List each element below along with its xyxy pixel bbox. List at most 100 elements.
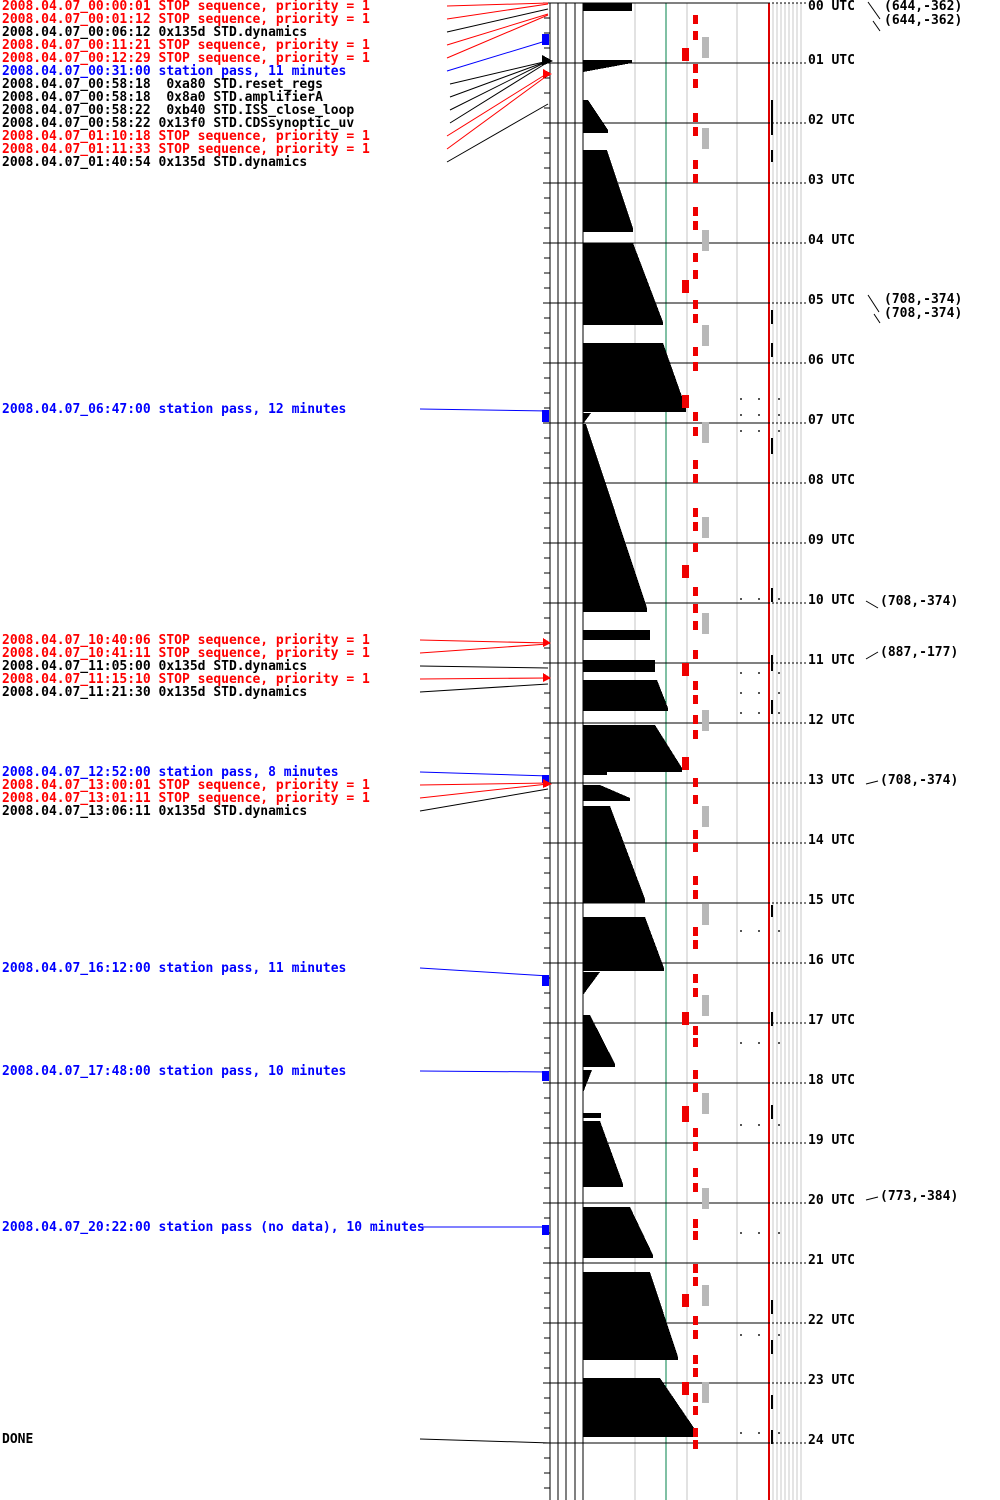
data-volume-shape [583,413,591,424]
event-annotation-pass[interactable]: 2008.04.07_20:22:00 station pass (no dat… [2,1220,425,1235]
right-grid-segment [771,1300,773,1314]
event-annotation-sequence[interactable]: 2008.04.07_00:58:18 0x8a0 STD.amplifierA [2,90,323,105]
grid-dot [740,414,742,416]
leader-line [446,13,549,46]
station-pass-marker[interactable] [542,975,549,986]
event-annotation-stop[interactable]: 2008.04.07_10:41:11 STOP sequence, prior… [2,646,370,661]
event-annotation-pass[interactable]: 2008.04.07_17:48:00 station pass, 10 min… [2,1064,347,1079]
right-grid-segment [771,1430,773,1444]
telemetry-mark-large [682,1382,689,1395]
event-annotation-sequence[interactable]: 2008.04.07_00:06:12 0x135d STD.dynamics [2,25,308,40]
station-pass-marker[interactable] [542,410,549,422]
data-volume-shape [583,424,647,612]
event-annotation-sequence[interactable]: 2008.04.07_00:58:18 0xa80 STD.reset_regs [2,77,323,92]
telemetry-mark [693,270,698,279]
utc-label: 13 UTC [808,773,855,788]
grid-dot [778,1432,780,1434]
telemetry-mark [693,174,698,183]
event-annotation-stop[interactable]: 2008.04.07_11:15:10 STOP sequence, prior… [2,672,370,687]
station-pass-marker[interactable] [542,1071,549,1081]
telemetry-mark [693,460,698,469]
event-annotation-sequence[interactable]: 2008.04.07_01:40:54 0x135d STD.dynamics [2,155,308,170]
data-volume-shape [583,3,632,11]
leader-line [449,61,549,124]
gray-activity-bar [702,1188,709,1209]
utc-label: 19 UTC [808,1133,855,1148]
telemetry-mark [693,830,698,839]
telemetry-mark [693,621,698,630]
event-annotation-stop[interactable]: 2008.04.07_13:01:11 STOP sequence, prior… [2,791,370,806]
leader-arrowhead [543,779,552,788]
telemetry-mark [693,253,698,262]
grid-dot [778,1124,780,1126]
event-annotation-sequence[interactable]: 2008.04.07_00:58:22 0x13f0 STD.CDSsynopt… [2,116,355,131]
right-grid-segment [771,1012,773,1026]
station-pass-marker[interactable] [542,34,549,45]
telemetry-mark [693,927,698,936]
data-volume-shape [583,972,600,995]
event-annotation-sequence[interactable]: 2008.04.07_13:06:11 0x135d STD.dynamics [2,804,308,819]
grid-dot [778,430,780,432]
coord-leader-stroke [865,600,879,609]
grid-dot [740,692,742,694]
event-annotation-stop[interactable]: 2008.04.07_00:12:29 STOP sequence, prior… [2,51,370,66]
event-annotation-stop[interactable]: 2008.04.07_00:01:12 STOP sequence, prior… [2,12,370,27]
utc-label: 05 UTC [808,293,855,308]
telemetry-mark [693,1231,698,1240]
event-annotation-stop[interactable]: 2008.04.07_10:40:06 STOP sequence, prior… [2,633,370,648]
leader-line [446,3,549,20]
station-pass-marker[interactable] [542,1225,549,1235]
telemetry-mark-large [682,280,689,293]
event-annotation-stop[interactable]: 2008.04.07_01:11:33 STOP sequence, prior… [2,142,370,157]
done-label: DONE [2,1432,34,1447]
right-grid-segment [771,1105,773,1119]
utc-label: 09 UTC [808,533,855,548]
telemetry-mark [693,681,698,690]
event-annotation-pass[interactable]: 2008.04.07_12:52:00 station pass, 8 minu… [2,765,339,780]
gray-activity-bar [702,904,709,925]
grid-dot [758,1232,760,1234]
data-volume-shape [583,60,632,72]
utc-label: 21 UTC [808,1253,855,1268]
telemetry-mark-large [682,1106,689,1122]
grid-dot [740,1124,742,1126]
event-annotation-stop[interactable]: 2008.04.07_00:00:01 STOP sequence, prior… [2,0,370,14]
grid-dot [740,1334,742,1336]
data-volume-shape [583,660,655,672]
event-annotation-sequence[interactable]: 2008.04.07_11:05:00 0x135d STD.dynamics [2,659,308,674]
event-annotation-stop[interactable]: 2008.04.07_01:10:18 STOP sequence, prior… [2,129,370,144]
event-annotation-pass[interactable]: 2008.04.07_00:31:00 station pass, 11 min… [2,64,347,79]
right-grid-segment [771,588,773,602]
event-annotation-sequence[interactable]: 2008.04.07_00:58:22 0xb40 STD.ISS_close_… [2,103,355,118]
grid-dot [758,1042,760,1044]
data-volume-shape [583,343,686,412]
telemetry-mark [693,940,698,949]
telemetry-mark-large [682,48,689,61]
telemetry-mark [693,1440,698,1449]
event-annotation-stop[interactable]: 2008.04.07_00:11:21 STOP sequence, prior… [2,38,370,53]
utc-label: 04 UTC [808,233,855,248]
telemetry-mark [693,988,698,997]
coord-leader-stroke [865,651,879,660]
utc-label: 06 UTC [808,353,855,368]
telemetry-mark-large [682,663,689,676]
event-annotation-pass[interactable]: 2008.04.07_06:47:00 station pass, 12 min… [2,402,347,417]
station-pass-marker[interactable] [542,775,549,783]
telemetry-mark-large [682,757,689,770]
right-grid-segment [771,655,773,671]
grid-dot [778,398,780,400]
event-annotation-pass[interactable]: 2008.04.07_16:12:00 station pass, 11 min… [2,961,347,976]
telemetry-mark [693,604,698,613]
telemetry-mark [693,650,698,659]
pointing-coordinate-label: (708,-374) [884,292,963,307]
event-annotation-sequence[interactable]: 2008.04.07_11:21:30 0x135d STD.dynamics [2,685,308,700]
telemetry-mark [693,207,698,216]
leader-line [419,643,549,654]
data-volume-shape [583,1015,615,1067]
telemetry-mark [693,314,698,323]
grid-dot [740,930,742,932]
grid-dot [758,1334,760,1336]
event-annotation-stop[interactable]: 2008.04.07_13:00:01 STOP sequence, prior… [2,778,370,793]
utc-label: 02 UTC [808,113,855,128]
